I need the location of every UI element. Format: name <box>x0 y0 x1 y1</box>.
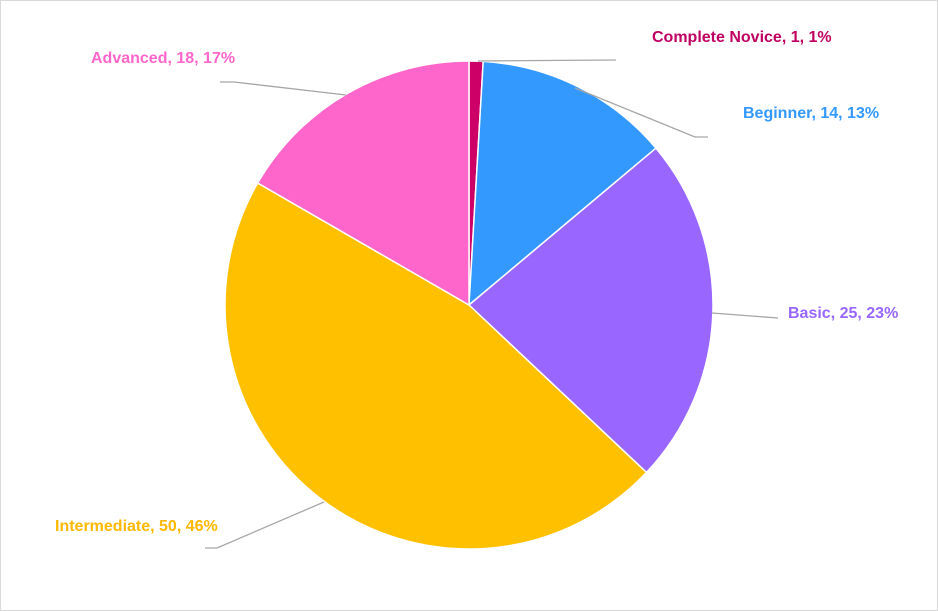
leader-line-complete-novice <box>477 59 617 62</box>
label-basic: Basic, 25, 23% <box>788 305 898 322</box>
leader-lines <box>205 59 779 549</box>
label-complete-novice: Complete Novice, 1, 1% <box>652 29 832 46</box>
leader-line-basic <box>711 312 779 319</box>
slice-advanced <box>256 60 470 307</box>
label-advanced: Advanced, 18, 17% <box>91 50 235 67</box>
label-beginner: Beginner, 14, 13% <box>743 105 879 122</box>
slice-basic <box>467 147 714 474</box>
leader-line-intermediate <box>205 501 325 549</box>
label-intermediate: Intermediate, 50, 46% <box>55 518 218 535</box>
data-labels: Complete Novice, 1, 1% Beginner, 14, 13%… <box>55 29 898 535</box>
pie-slices <box>224 60 714 550</box>
leader-line-beginner <box>574 87 708 138</box>
leader-line-advanced <box>220 81 347 96</box>
slice-beginner <box>468 60 657 307</box>
slice-intermediate <box>224 181 648 550</box>
